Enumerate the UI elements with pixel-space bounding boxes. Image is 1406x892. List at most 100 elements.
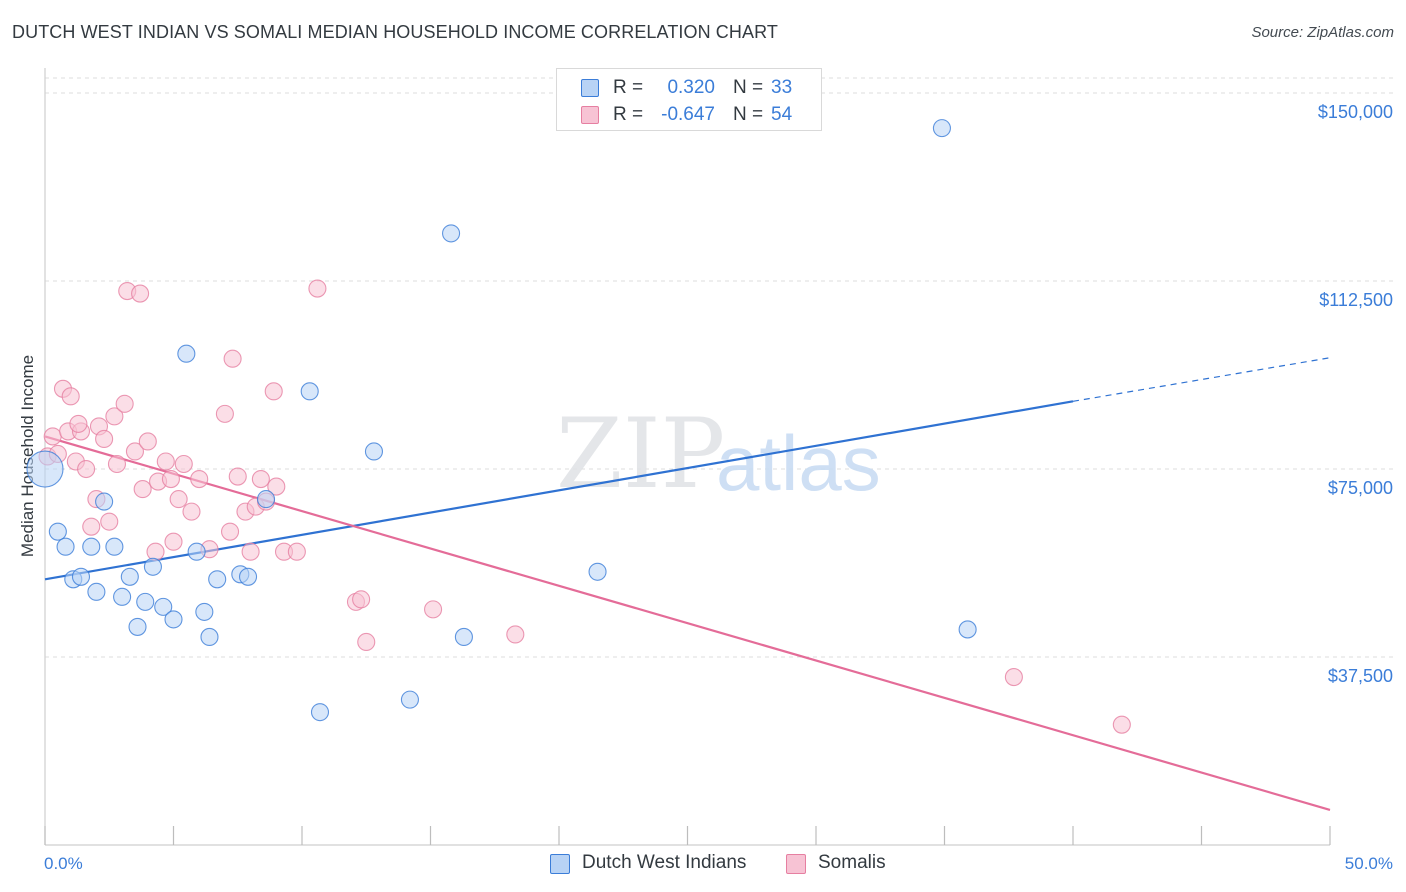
legend-n-label: N =	[733, 77, 764, 98]
legend-row-dutch-west-indians: R = 0.320 N = 33	[557, 75, 821, 103]
legend-n-value: 33	[771, 77, 793, 98]
point-dutch-west-indians	[48, 522, 67, 541]
legend-r-value: -0.647	[661, 104, 715, 125]
series-swatch-pink	[786, 854, 806, 874]
point-somalis	[100, 512, 119, 531]
point-dutch-west-indians	[56, 537, 75, 556]
watermark-zip: ZIP	[556, 398, 725, 510]
point-dutch-west-indians	[200, 627, 219, 647]
point-somalis	[190, 469, 209, 489]
point-dutch-west-indians	[177, 344, 196, 363]
point-somalis	[131, 284, 150, 303]
point-dutch-west-indians	[256, 490, 276, 509]
point-dutch-west-indians	[113, 587, 132, 606]
point-dutch-west-indians	[310, 703, 330, 722]
point-somalis	[267, 477, 286, 496]
point-somalis	[1112, 715, 1131, 734]
trend-line-extension	[1072, 357, 1331, 402]
legend-r-value: 0.320	[667, 77, 715, 98]
x-tick-label-max: 50.0%	[1345, 854, 1393, 873]
y-tick-label: $112,500	[1319, 290, 1393, 310]
point-dutch-west-indians	[238, 567, 258, 586]
legend-row-somalis: R = -0.647 N = 54	[557, 102, 821, 130]
point-dutch-west-indians	[143, 557, 162, 576]
point-dutch-west-indians	[187, 542, 206, 561]
point-dutch-west-indians	[195, 602, 214, 621]
point-somalis	[125, 442, 144, 461]
point-dutch-west-indians	[932, 119, 951, 138]
data-points	[26, 119, 1131, 734]
point-somalis	[161, 469, 180, 489]
legend-n-value: 54	[771, 104, 793, 125]
point-dutch-west-indians	[26, 450, 64, 488]
x-tick-label-min: 0.0%	[44, 854, 83, 873]
point-dutch-west-indians	[136, 592, 155, 611]
source-credit: Source: ZipAtlas.com	[1251, 24, 1394, 41]
point-somalis	[251, 469, 270, 489]
legend-swatch-pink	[581, 106, 599, 124]
point-somalis	[82, 517, 101, 536]
point-somalis	[506, 625, 525, 644]
point-dutch-west-indians	[82, 537, 101, 556]
point-somalis	[164, 532, 183, 551]
point-dutch-west-indians	[164, 610, 183, 629]
point-somalis	[308, 279, 327, 298]
point-somalis	[424, 600, 443, 619]
point-somalis	[105, 407, 124, 426]
point-somalis	[1004, 668, 1023, 687]
point-somalis	[69, 414, 88, 433]
y-tick-label: $75,000	[1328, 478, 1393, 498]
series-legend-label: Dutch West Indians	[582, 852, 747, 873]
point-somalis	[107, 454, 127, 474]
point-dutch-west-indians	[588, 562, 607, 581]
point-dutch-west-indians	[300, 382, 319, 401]
point-dutch-west-indians	[87, 582, 106, 601]
series-legend-label: Somalis	[818, 852, 886, 873]
point-somalis	[156, 452, 175, 471]
legend-swatch-blue	[581, 79, 599, 97]
point-dutch-west-indians	[120, 567, 139, 586]
axes	[44, 68, 1331, 846]
point-dutch-west-indians	[71, 567, 91, 586]
point-somalis	[174, 454, 193, 474]
series-swatch-blue	[550, 854, 570, 874]
legend-n-label: N =	[733, 104, 764, 125]
point-somalis	[182, 502, 201, 521]
point-dutch-west-indians	[442, 224, 461, 243]
point-dutch-west-indians	[128, 617, 147, 636]
point-somalis	[43, 427, 62, 446]
point-somalis	[133, 480, 152, 499]
point-somalis	[146, 542, 165, 561]
point-dutch-west-indians	[958, 620, 977, 639]
point-dutch-west-indians	[454, 627, 473, 647]
point-dutch-west-indians	[208, 570, 227, 589]
series-legend: Dutch West Indians Somalis	[0, 852, 1406, 876]
legend-r-label: R =	[613, 77, 644, 98]
y-tick-label: $37,500	[1328, 666, 1393, 686]
legend-r-label: R =	[613, 104, 644, 125]
point-dutch-west-indians	[400, 690, 419, 709]
point-somalis	[169, 490, 188, 509]
point-somalis	[287, 542, 306, 561]
point-somalis	[228, 467, 247, 486]
axis-tick-labels: $37,500 $75,000 $112,500 $150,000 0.0% 50.0%	[44, 102, 1393, 873]
point-somalis	[115, 394, 134, 413]
point-somalis	[352, 590, 371, 609]
point-somalis	[95, 429, 114, 448]
point-somalis	[138, 432, 157, 451]
chart-title: DUTCH WEST INDIAN VS SOMALI MEDIAN HOUSE…	[12, 22, 778, 42]
point-somalis	[220, 522, 240, 541]
watermark-atlas: atlas	[716, 419, 881, 507]
point-somalis	[223, 349, 242, 368]
watermark: ZIP atlas	[556, 398, 881, 510]
point-dutch-west-indians	[154, 597, 173, 616]
point-somalis	[241, 542, 260, 561]
y-tick-label: $150,000	[1318, 102, 1393, 122]
point-dutch-west-indians	[95, 492, 114, 511]
point-somalis	[77, 459, 96, 479]
point-somalis	[264, 382, 283, 401]
correlation-legend: R = 0.320 N = 33 R = -0.647 N = 54	[556, 68, 822, 131]
point-somalis	[357, 632, 376, 652]
point-somalis	[215, 404, 234, 423]
